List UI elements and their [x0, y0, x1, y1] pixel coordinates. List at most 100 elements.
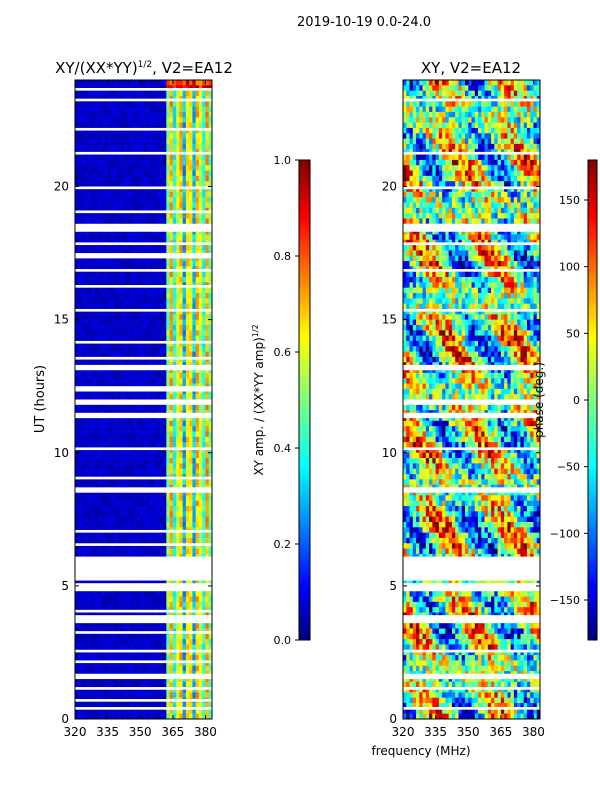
heatmap-cell — [127, 90, 131, 97]
heatmap-cell — [104, 415, 109, 422]
heatmap-cell — [150, 681, 154, 688]
heatmap-cell — [195, 708, 200, 715]
heatmap-cell — [84, 255, 89, 262]
heatmap-cell — [94, 191, 99, 198]
heatmap-cell — [143, 490, 148, 496]
heatmap-cell — [198, 245, 203, 251]
heatmap-cell — [202, 319, 206, 326]
heatmap-cell — [104, 197, 109, 203]
heatmap-cell — [88, 378, 92, 384]
heatmap-cell — [159, 213, 164, 219]
heatmap-cell — [176, 644, 180, 651]
heatmap-cell — [176, 660, 180, 667]
heatmap-cell — [91, 245, 95, 251]
heatmap-cell — [166, 351, 170, 358]
heatmap-cell — [88, 500, 92, 507]
heatmap-cell — [163, 676, 167, 683]
heatmap-cell — [198, 303, 203, 310]
heatmap-cell — [81, 495, 86, 502]
heatmap-cell — [143, 447, 148, 454]
heatmap-cell — [107, 639, 112, 645]
heatmap-cell — [75, 639, 79, 645]
heatmap-cell — [136, 660, 141, 667]
heatmap-cell — [140, 649, 144, 656]
heatmap-cell — [136, 319, 141, 326]
heatmap-cell — [120, 165, 125, 171]
heatmap-cell — [97, 138, 102, 145]
heatmap-cell — [205, 143, 210, 150]
heatmap-cell — [176, 170, 180, 177]
heatmap-cell — [110, 271, 115, 278]
heatmap-cell — [94, 426, 99, 432]
heatmap-cell — [130, 324, 135, 331]
heatmap-cell — [143, 394, 148, 400]
figure-suptitle: 2019-10-19 0.0-24.0 — [297, 15, 431, 30]
heatmap-cell — [163, 127, 167, 134]
heatmap-cell — [150, 197, 154, 203]
heatmap-cell — [133, 80, 138, 86]
heatmap-cell — [91, 463, 95, 470]
heatmap-cell — [169, 649, 174, 656]
heatmap-cell — [78, 633, 82, 640]
heatmap-cell — [172, 692, 177, 699]
heatmap-cell — [169, 335, 174, 342]
heatmap-cell — [179, 687, 184, 693]
heatmap-cell — [192, 644, 197, 651]
heatmap-cell — [159, 676, 164, 683]
heatmap-cell — [127, 644, 131, 651]
heatmap-cell — [127, 133, 131, 139]
heatmap-cell — [130, 186, 135, 193]
heatmap-cell — [84, 330, 89, 336]
heatmap-cell — [75, 452, 79, 459]
heatmap-cell — [198, 665, 203, 672]
heatmap-cell — [192, 335, 197, 342]
heatmap-cell — [176, 548, 180, 555]
heatmap-cell — [75, 415, 79, 422]
heatmap-cell — [166, 106, 170, 113]
heatmap-cell — [78, 186, 82, 193]
heatmap-cell — [172, 117, 177, 124]
heatmap-cell — [123, 127, 128, 134]
heatmap-cell — [104, 463, 109, 470]
heatmap-cell — [84, 111, 89, 118]
heatmap-cell — [163, 330, 167, 336]
heatmap-cell — [120, 516, 125, 523]
heatmap-cell — [114, 330, 118, 336]
heatmap-cell — [189, 138, 193, 145]
heatmap-cell — [192, 340, 197, 347]
heatmap-cell — [198, 676, 203, 683]
heatmap-cell — [104, 495, 109, 502]
heatmap-cell — [107, 676, 112, 683]
heatmap-cell — [172, 127, 177, 134]
heatmap-cell — [195, 479, 200, 486]
heatmap-cell — [117, 447, 122, 454]
heatmap-cell — [133, 319, 138, 326]
heatmap-cell — [140, 404, 144, 411]
heatmap-cell — [163, 191, 167, 198]
heatmap-cell — [91, 415, 95, 422]
heatmap-cell — [123, 394, 128, 400]
heatmap-cell — [146, 703, 151, 709]
heatmap-cell — [107, 511, 112, 518]
heatmap-cell — [143, 335, 148, 342]
heatmap-cell — [107, 404, 112, 411]
heatmap-cell — [143, 601, 148, 608]
heatmap-cell — [195, 170, 200, 177]
heatmap-cell — [163, 229, 167, 235]
heatmap-cell — [97, 623, 102, 629]
heatmap-cell — [140, 319, 144, 326]
heatmap-cell — [163, 660, 167, 667]
heatmap-cell — [133, 175, 138, 182]
heatmap-cell — [91, 655, 95, 661]
heatmap-cell — [208, 191, 213, 198]
heatmap-cell — [185, 516, 190, 523]
heatmap-cell — [189, 495, 193, 502]
heatmap-cell — [172, 298, 177, 305]
heatmap-cell — [114, 463, 118, 470]
heatmap-cell — [117, 516, 122, 523]
heatmap-cell — [117, 346, 122, 352]
heatmap-cell — [198, 335, 203, 342]
heatmap-cell — [91, 708, 95, 715]
heatmap-cell — [104, 596, 109, 603]
heatmap-cell — [91, 644, 95, 651]
